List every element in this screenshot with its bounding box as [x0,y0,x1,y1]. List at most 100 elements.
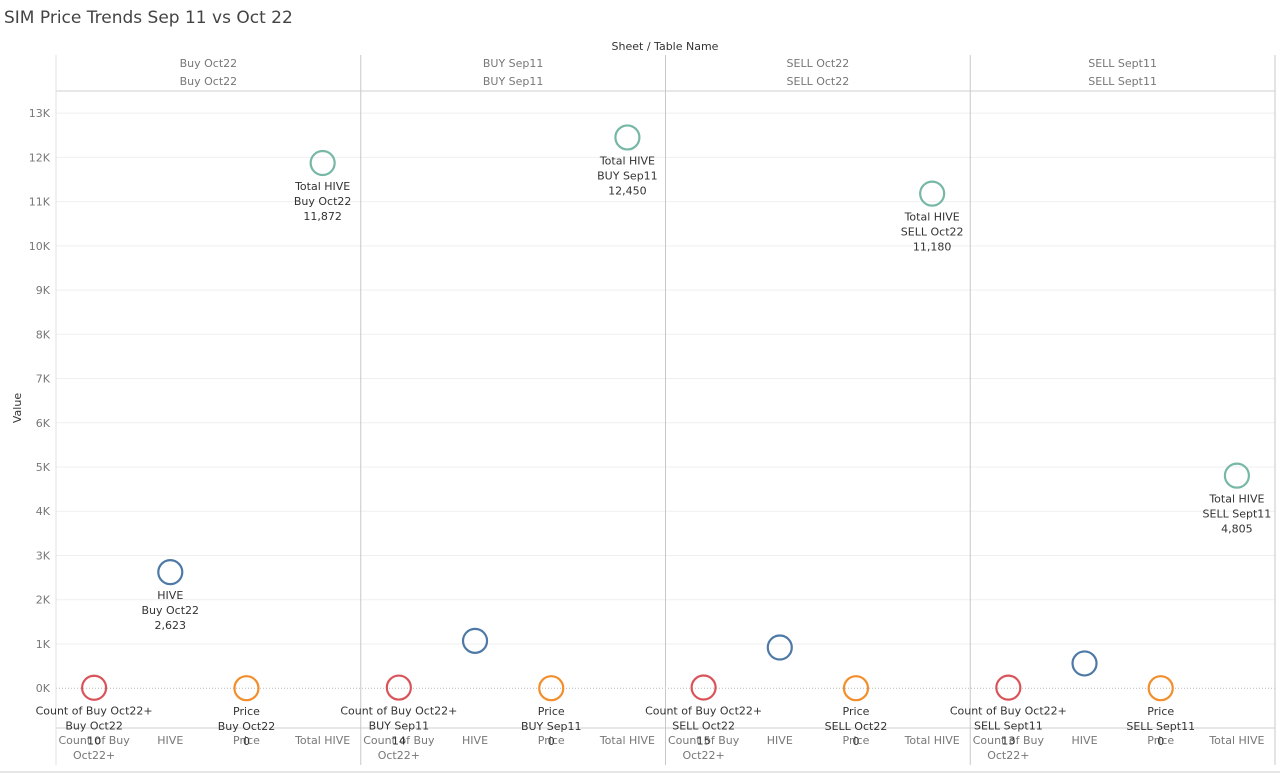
data-label: SELL Oct22 [901,226,964,239]
data-point [1147,675,1174,702]
y-tick-label: 2K [36,594,51,607]
x-tick-label: HIVE [1072,734,1098,747]
y-tick-label: 6K [36,417,51,430]
panel-header-label: BUY Sep11 [483,57,544,70]
data-label: 10 [87,735,101,748]
x-tick-label: Price [843,734,870,747]
data-label: 0 [548,735,555,748]
y-tick-label: 10K [29,240,51,253]
panel-header-label: SELL Oct22 [787,75,850,88]
data-label: 14 [392,735,406,748]
data-label: BUY Sep11 [369,720,430,733]
data-label: HIVE [157,589,183,602]
data-label: Buy Oct22 [294,195,352,208]
y-tick-label: 9K [36,284,51,297]
data-point [842,675,870,702]
data-label: 11,180 [913,241,952,254]
x-tick-label: HIVE [157,734,183,747]
chart-title: SIM Price Trends Sep 11 vs Oct 22 [4,8,293,28]
x-tick-label: Oct22+ [987,749,1029,762]
data-point [80,674,108,701]
data-label: Buy Oct22 [218,720,276,733]
data-point [538,675,565,702]
data-point [1071,650,1098,677]
x-tick-label: Total HIVE [599,734,655,747]
x-tick-label: Count of Buy [363,734,435,747]
data-label: Buy Oct22 [65,720,123,733]
data-point [461,627,489,654]
data-point [385,674,412,701]
data-label: Count of Buy Oct22+ [36,705,153,718]
x-tick-label: HIVE [767,734,793,747]
data-label: Buy Oct22 [142,604,200,617]
data-point [766,634,793,661]
data-label: Total HIVE [904,211,960,224]
x-tick-label: Count of Buy [668,734,740,747]
data-label: Count of Buy Oct22+ [645,705,762,718]
data-label: 0 [1157,735,1164,748]
y-tick-label: 4K [36,505,51,518]
data-label: SELL Sept11 [974,720,1043,733]
data-label: Total HIVE [599,154,655,167]
data-label: BUY Sep11 [521,720,582,733]
data-label: 12,450 [608,184,647,197]
x-tick-label: Price [233,734,260,747]
x-tick-label: Oct22+ [73,749,115,762]
data-label: Price [233,705,260,718]
y-tick-label: 12K [29,151,51,164]
panel-header-label: BUY Sep11 [483,75,544,88]
data-label: Price [843,705,870,718]
x-tick-label: Oct22+ [378,749,420,762]
x-tick-label: Price [538,734,565,747]
data-label: Price [1147,705,1174,718]
y-tick-label: 5K [36,461,51,474]
x-tick-label: HIVE [462,734,488,747]
data-point [1223,462,1251,489]
x-tick-label: Oct22+ [682,749,724,762]
data-label: 11,872 [303,210,342,223]
panel-header-label: SELL Sept11 [1088,75,1157,88]
data-label: BUY Sep11 [597,169,658,182]
x-tick-label: Total HIVE [294,734,350,747]
data-label: Total HIVE [1208,493,1264,506]
data-label: SELL Oct22 [672,720,735,733]
y-tick-label: 1K [36,638,51,651]
y-tick-label: 13K [29,107,51,120]
panel-header-label: Buy Oct22 [180,75,238,88]
x-tick-label: Count of Buy [973,734,1045,747]
data-point [919,180,946,207]
data-label: Count of Buy Oct22+ [950,705,1067,718]
data-point [157,559,184,586]
data-label: Count of Buy Oct22+ [340,705,457,718]
data-label: 4,805 [1221,523,1253,536]
column-header-title: Sheet / Table Name [612,40,719,53]
x-tick-label: Count of Buy [58,734,130,747]
data-label: SELL Sept11 [1126,720,1195,733]
data-label: 0 [852,735,859,748]
y-tick-label: 7K [36,373,51,386]
data-point [690,674,717,701]
data-label: 0 [243,735,250,748]
y-axis-label: Value [11,393,24,423]
y-tick-label: 11K [29,196,51,209]
data-label: Price [538,705,565,718]
data-point [233,675,260,702]
y-tick-label: 8K [36,328,51,341]
data-label: SELL Oct22 [825,720,888,733]
data-label: 15 [697,735,711,748]
panel-header-label: SELL Oct22 [787,57,850,70]
y-tick-label: 0K [36,682,51,695]
data-label: SELL Sept11 [1203,508,1272,521]
panel-header-label: Buy Oct22 [180,57,238,70]
data-point [309,149,336,177]
grid-layer: 0K 1K 2K 3K 4K 5K 6K 7K 8K 9K 10K 11K 12K 13K [29,107,1275,695]
data-label: Total HIVE [294,180,350,193]
data-label: 13 [1001,735,1015,748]
panel-header-label: SELL Sept11 [1088,57,1157,70]
x-tick-label: Price [1147,734,1174,747]
x-tick-label: Total HIVE [904,734,960,747]
y-tick-label: 3K [36,549,51,562]
data-point [995,674,1022,701]
